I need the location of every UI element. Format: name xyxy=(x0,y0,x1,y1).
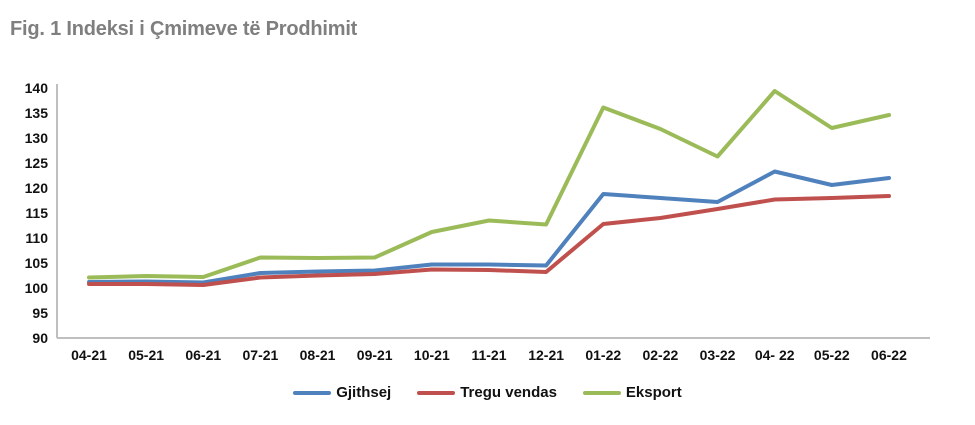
y-tick-label: 105 xyxy=(25,255,49,271)
x-tick-label: 05-22 xyxy=(814,347,850,363)
legend-item-gjithsej: Gjithsej xyxy=(293,384,391,401)
y-tick-label: 100 xyxy=(25,280,49,296)
y-tick-label: 110 xyxy=(25,230,48,246)
y-tick-label: 95 xyxy=(32,305,48,321)
series-line-gjithsej xyxy=(87,169,891,285)
x-tick-label: 05-21 xyxy=(128,347,164,363)
series-line-eksport xyxy=(87,89,891,280)
y-tick-label: 120 xyxy=(25,180,49,196)
chart-legend: Gjithsej Tregu vendas Eksport xyxy=(0,384,975,401)
x-tick-label: 08-21 xyxy=(300,347,336,363)
x-tick-label: 10-21 xyxy=(414,347,450,363)
y-tick-label: 125 xyxy=(25,155,49,171)
x-tick-label: 02-22 xyxy=(642,347,678,363)
y-tick-label: 115 xyxy=(25,205,48,221)
x-tick-label: 04- 22 xyxy=(755,347,795,363)
legend-line-marker-eksport xyxy=(582,390,621,395)
x-tick-label: 11-21 xyxy=(471,347,506,363)
x-tick-label: 06-22 xyxy=(871,347,907,363)
x-tick-label: 04-21 xyxy=(71,347,107,363)
series-line-tregu-vendas xyxy=(87,194,891,287)
legend-line-marker-tregu-vendas xyxy=(417,390,456,395)
line-chart: 90 95 100 105 110 115 120 125 130 135 140 04-21 05-2… xyxy=(25,80,930,363)
legend-item-eksport: Eksport xyxy=(582,384,682,401)
y-tick-label: 130 xyxy=(25,130,49,146)
x-tick-label: 06-21 xyxy=(185,347,221,363)
x-tick-label: 09-21 xyxy=(357,347,393,363)
x-tick-label: 07-21 xyxy=(243,347,279,363)
legend-label: Tregu vendas xyxy=(460,384,557,401)
figure-title: Fig. 1 Indeksi i Çmimeve të Prodhimit xyxy=(10,18,358,40)
y-tick-label: 135 xyxy=(25,105,49,121)
x-tick-label: 12-21 xyxy=(528,347,564,363)
legend-line-marker-gjithsej xyxy=(293,390,332,395)
legend-label: Eksport xyxy=(625,384,682,401)
y-tick-label: 140 xyxy=(25,80,49,96)
y-tick-label: 90 xyxy=(32,330,48,346)
legend-label: Gjithsej xyxy=(336,384,392,401)
x-tick-label: 03-22 xyxy=(700,347,736,363)
x-tick-label: 01-22 xyxy=(585,347,621,363)
legend-item-tregu-vendas: Tregu vendas xyxy=(417,384,557,401)
